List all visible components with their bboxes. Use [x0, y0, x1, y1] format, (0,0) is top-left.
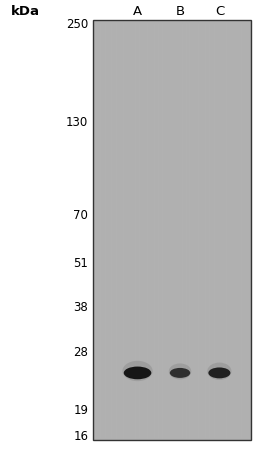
Text: 130: 130 [66, 116, 88, 129]
Text: kDa: kDa [11, 5, 40, 18]
Text: C: C [215, 5, 224, 18]
Text: 28: 28 [73, 346, 88, 360]
Text: B: B [175, 5, 185, 18]
Text: A: A [133, 5, 142, 18]
FancyBboxPatch shape [93, 20, 251, 440]
Ellipse shape [122, 361, 153, 381]
Ellipse shape [170, 368, 190, 378]
Text: 51: 51 [73, 257, 88, 270]
Text: 250: 250 [66, 19, 88, 31]
Text: 38: 38 [73, 301, 88, 314]
Ellipse shape [124, 366, 151, 379]
Ellipse shape [169, 363, 191, 380]
Text: 70: 70 [73, 209, 88, 222]
Ellipse shape [207, 363, 231, 380]
Ellipse shape [208, 367, 230, 378]
Text: 16: 16 [73, 430, 88, 443]
Text: 19: 19 [73, 405, 88, 418]
